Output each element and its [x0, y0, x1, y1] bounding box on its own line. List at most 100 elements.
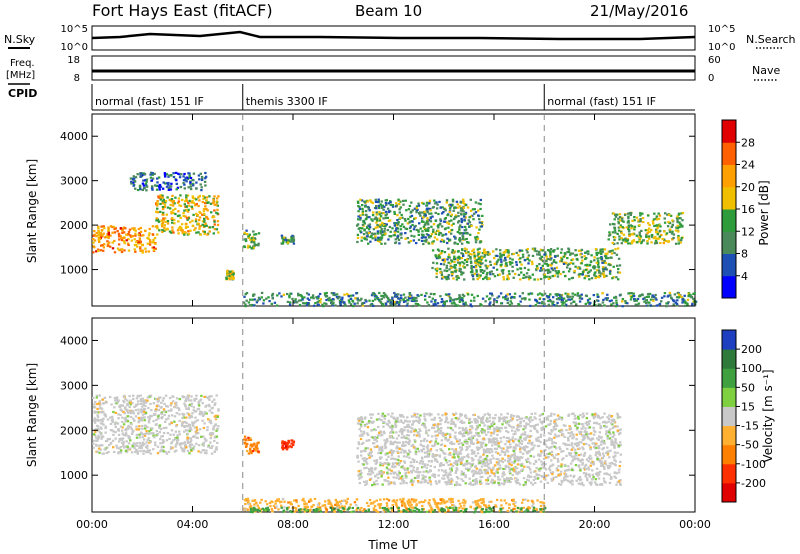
data-cell [189, 441, 192, 444]
data-cell [499, 292, 503, 295]
data-cell [459, 298, 462, 301]
data-cell [306, 297, 309, 300]
data-cell [512, 441, 515, 444]
data-cell [139, 240, 142, 243]
data-cell [172, 400, 175, 403]
data-cell [617, 226, 621, 229]
data-cell [468, 428, 472, 431]
data-cell [380, 212, 384, 215]
data-cell [143, 434, 147, 437]
data-cell [611, 222, 615, 226]
data-cell [678, 217, 681, 220]
data-cell [602, 446, 605, 450]
data-cell [548, 467, 551, 470]
data-cell [607, 238, 610, 241]
data-cell [493, 417, 497, 420]
data-cell [463, 259, 467, 262]
data-cell [399, 294, 403, 297]
data-cell [493, 475, 497, 478]
data-cell [385, 203, 388, 206]
data-cell [446, 214, 449, 217]
data-cell [485, 273, 489, 276]
data-cell [137, 412, 140, 415]
data-cell [432, 456, 435, 459]
data-cell [598, 458, 601, 461]
data-cell [116, 230, 119, 233]
data-cell [425, 451, 429, 454]
data-cell [387, 210, 390, 214]
data-cell [317, 295, 320, 298]
data-cell [176, 186, 180, 189]
data-cell [431, 266, 434, 270]
data-cell [545, 258, 549, 261]
data-cell [475, 269, 478, 272]
data-cell [633, 298, 636, 301]
data-cell [460, 470, 463, 473]
data-cell [380, 419, 383, 422]
data-cell [200, 411, 204, 414]
data-cell [561, 302, 564, 305]
data-cell [464, 225, 467, 228]
data-cell [596, 295, 599, 298]
data-cell [109, 245, 112, 248]
data-cell [368, 421, 371, 424]
data-cell [142, 403, 145, 407]
data-cell [98, 400, 101, 403]
data-cell [290, 442, 293, 445]
data-cell [335, 296, 339, 299]
data-cell [599, 257, 602, 260]
data-cell [148, 239, 152, 242]
data-cell [471, 483, 474, 486]
data-cell [587, 420, 590, 424]
data-cell [380, 238, 383, 241]
data-cell [386, 207, 390, 210]
data-cell [517, 438, 520, 441]
data-cell [162, 211, 165, 214]
data-cell [126, 409, 129, 412]
data-cell [365, 480, 368, 483]
data-cell [122, 231, 126, 234]
data-cell [134, 415, 138, 418]
data-cell [133, 227, 136, 230]
data-cell [526, 460, 529, 463]
data-cell [632, 233, 635, 236]
data-cell [487, 277, 490, 280]
data-cell [393, 234, 396, 237]
data-cell [161, 196, 164, 199]
data-cell [145, 429, 148, 433]
data-cell [678, 294, 681, 297]
data-cell [450, 232, 453, 235]
data-cell [359, 216, 362, 219]
data-cell [563, 301, 566, 304]
data-cell [141, 436, 144, 439]
data-cell [660, 233, 663, 237]
data-cell [155, 203, 158, 206]
data-cell [562, 261, 565, 264]
data-cell [443, 258, 446, 261]
data-cell [606, 293, 609, 296]
data-cell [391, 428, 394, 431]
data-cell [395, 227, 398, 230]
data-cell [549, 300, 553, 303]
data-cell [285, 442, 289, 445]
data-cell [547, 439, 550, 442]
data-cell [145, 432, 148, 435]
data-cell [543, 434, 546, 437]
data-cell [102, 417, 105, 420]
data-cell [207, 201, 210, 204]
data-cell [435, 272, 438, 275]
data-cell [188, 443, 192, 446]
data-cell [440, 273, 444, 277]
data-cell [181, 449, 184, 453]
data-cell [473, 483, 476, 486]
colorbar-swatch [722, 275, 736, 299]
data-cell [369, 235, 372, 239]
data-cell [529, 471, 533, 474]
data-cell [155, 219, 158, 222]
data-cell [437, 469, 441, 472]
data-cell [379, 232, 383, 235]
data-cell [246, 246, 250, 249]
data-cell [98, 404, 102, 407]
data-cell [158, 195, 162, 198]
data-cell [421, 211, 424, 214]
